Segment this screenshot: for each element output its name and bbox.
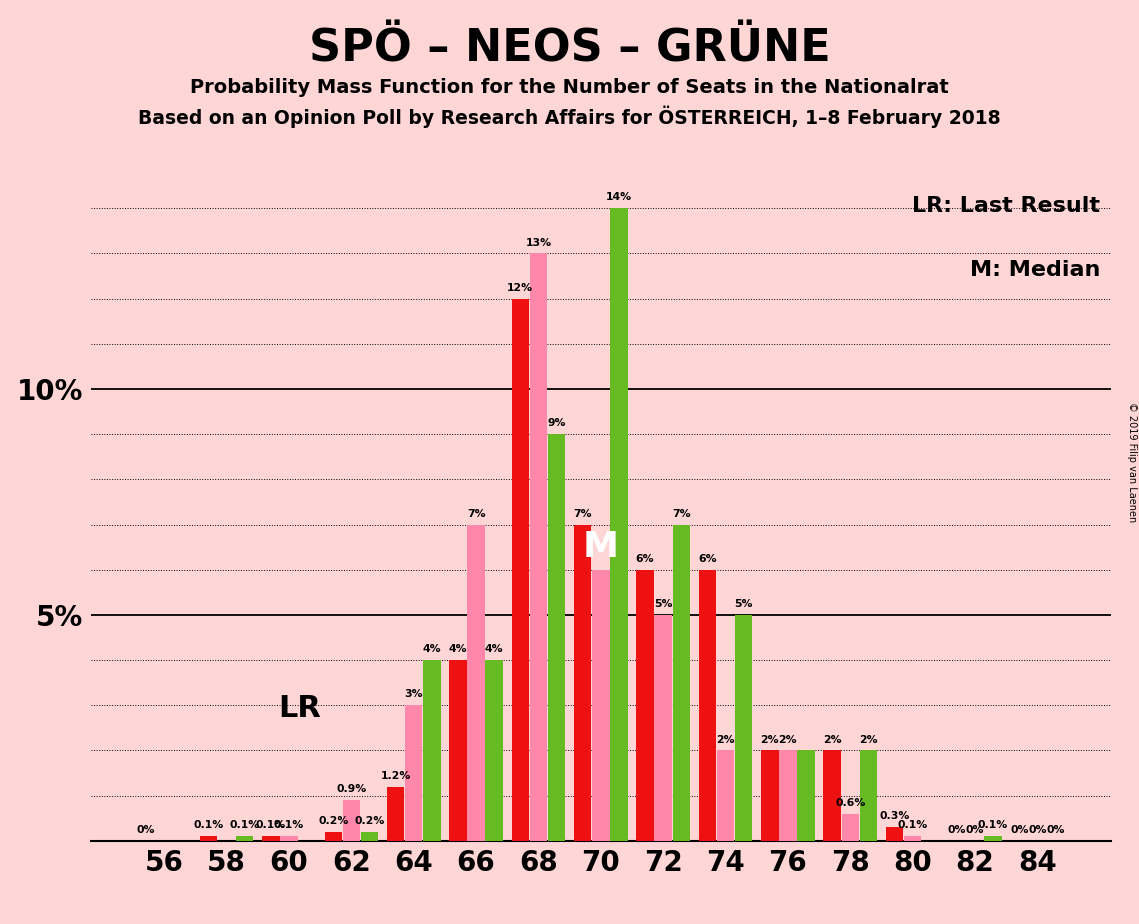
Text: 3%: 3% [404, 689, 423, 699]
Bar [860, 750, 877, 841]
Bar [761, 750, 779, 841]
Bar [449, 660, 467, 841]
Text: © 2019 Filip van Laenen: © 2019 Filip van Laenen [1128, 402, 1137, 522]
Bar [637, 570, 654, 841]
Bar [530, 253, 547, 841]
Text: 2%: 2% [761, 735, 779, 745]
Text: M: M [583, 530, 618, 565]
Bar [511, 298, 530, 841]
Text: 5%: 5% [735, 599, 753, 609]
Text: LR: LR [279, 694, 321, 723]
Text: 0.3%: 0.3% [879, 811, 910, 821]
Text: 0.9%: 0.9% [336, 784, 367, 795]
Text: 2%: 2% [779, 735, 797, 745]
Bar [262, 836, 280, 841]
Text: Based on an Opinion Poll by Research Affairs for ÖSTERREICH, 1–8 February 2018: Based on an Opinion Poll by Research Aff… [138, 105, 1001, 128]
Bar [904, 836, 921, 841]
Text: 12%: 12% [507, 283, 533, 293]
Bar [199, 836, 218, 841]
Text: 14%: 14% [606, 192, 632, 202]
Bar [823, 750, 841, 841]
Text: Probability Mass Function for the Number of Seats in the Nationalrat: Probability Mass Function for the Number… [190, 78, 949, 97]
Bar [361, 832, 378, 841]
Text: 0.2%: 0.2% [318, 816, 349, 826]
Bar [735, 614, 753, 841]
Text: 0%: 0% [948, 825, 966, 835]
Text: 7%: 7% [672, 508, 690, 518]
Bar [672, 525, 690, 841]
Text: 0.1%: 0.1% [230, 821, 260, 831]
Text: 7%: 7% [573, 508, 592, 518]
Text: LR: Last Result: LR: Last Result [912, 197, 1100, 216]
Bar [485, 660, 503, 841]
Text: 13%: 13% [525, 237, 551, 248]
Bar [423, 660, 441, 841]
Text: 0%: 0% [1029, 825, 1047, 835]
Text: 0.1%: 0.1% [273, 821, 304, 831]
Bar [280, 836, 297, 841]
Text: 0.1%: 0.1% [898, 821, 928, 831]
Bar [343, 800, 360, 841]
Text: 0.1%: 0.1% [194, 821, 223, 831]
Text: 0%: 0% [137, 825, 155, 835]
Text: 4%: 4% [485, 644, 503, 654]
Bar [574, 525, 591, 841]
Text: 2%: 2% [716, 735, 735, 745]
Bar [655, 614, 672, 841]
Bar [387, 786, 404, 841]
Text: 4%: 4% [423, 644, 441, 654]
Text: 1.2%: 1.2% [380, 771, 411, 781]
Bar [984, 836, 1002, 841]
Bar [325, 832, 342, 841]
Bar [779, 750, 796, 841]
Bar [797, 750, 814, 841]
Text: 2%: 2% [859, 735, 878, 745]
Text: 0%: 0% [966, 825, 984, 835]
Text: 9%: 9% [548, 419, 566, 429]
Bar [592, 570, 609, 841]
Text: 6%: 6% [636, 553, 655, 564]
Text: M: Median: M: Median [970, 260, 1100, 280]
Text: 0.6%: 0.6% [835, 797, 866, 808]
Bar [842, 814, 859, 841]
Bar [236, 836, 254, 841]
Text: 0%: 0% [1047, 825, 1065, 835]
Bar [698, 570, 716, 841]
Text: 0.1%: 0.1% [978, 821, 1008, 831]
Text: 2%: 2% [822, 735, 842, 745]
Text: 6%: 6% [698, 553, 716, 564]
Bar [467, 525, 485, 841]
Bar [611, 208, 628, 841]
Text: SPÖ – NEOS – GRÜNE: SPÖ – NEOS – GRÜNE [309, 28, 830, 71]
Text: 4%: 4% [449, 644, 467, 654]
Bar [548, 434, 565, 841]
Bar [886, 827, 903, 841]
Text: 0.1%: 0.1% [256, 821, 286, 831]
Bar [716, 750, 735, 841]
Text: 0%: 0% [1010, 825, 1029, 835]
Bar [405, 705, 423, 841]
Text: 5%: 5% [654, 599, 672, 609]
Text: 0.2%: 0.2% [354, 816, 385, 826]
Text: 7%: 7% [467, 508, 485, 518]
